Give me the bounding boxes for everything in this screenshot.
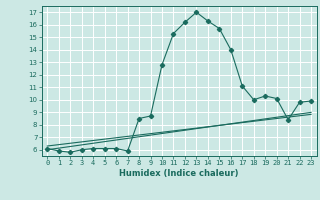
X-axis label: Humidex (Indice chaleur): Humidex (Indice chaleur): [119, 169, 239, 178]
